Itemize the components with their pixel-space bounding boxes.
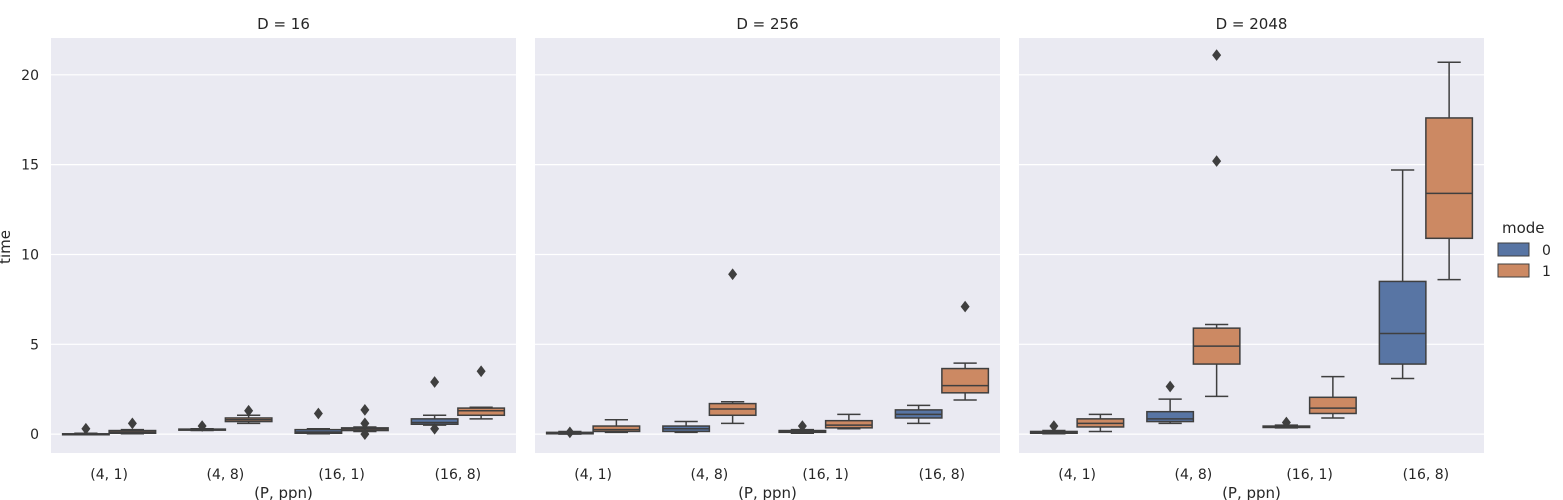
box-mode-1 xyxy=(457,365,506,420)
outlier-point xyxy=(430,376,440,388)
box-body xyxy=(592,425,641,433)
legend-label-mode-0: 0 xyxy=(1542,243,1551,259)
box-body xyxy=(1308,396,1357,415)
outlier-point xyxy=(430,422,440,435)
x-tick-label: (4, 1) xyxy=(90,467,128,483)
x-tick-label: (4, 8) xyxy=(1175,467,1213,483)
outlier-point xyxy=(960,300,970,313)
x-tick-label: (4, 1) xyxy=(574,467,612,483)
legend: mode 0 1 xyxy=(1497,219,1551,280)
y-tick-label: 15 xyxy=(21,158,39,174)
box-mode-1 xyxy=(224,404,273,425)
outlier-point xyxy=(244,404,254,417)
box-mode-0 xyxy=(545,426,594,439)
x-tick-label: (4, 8) xyxy=(691,467,729,483)
legend-swatch-mode-1 xyxy=(1497,263,1530,278)
box-mode-0 xyxy=(1378,169,1427,380)
x-tick-label: (16, 8) xyxy=(435,467,482,483)
y-tick-label: 0 xyxy=(30,427,39,443)
outlier-point xyxy=(1212,49,1222,61)
outlier-point xyxy=(1281,416,1291,429)
x-tick-label: (4, 1) xyxy=(1058,467,1096,483)
plot-background xyxy=(535,38,1000,453)
box-mode-0 xyxy=(1029,420,1078,435)
box-mode-0 xyxy=(778,420,827,434)
x-tick-label: (16, 1) xyxy=(802,467,849,483)
outlier-point xyxy=(797,420,807,432)
outlier-point xyxy=(1212,155,1222,167)
outlier-point xyxy=(728,268,738,281)
box-body xyxy=(1378,280,1427,365)
facet-panel: D = 2048 (4, 1) (4, 8) (16, 1) (16, 8) (P, pp… xyxy=(1019,15,1484,500)
outlier-point xyxy=(360,428,370,440)
y-tick-label: 20 xyxy=(21,68,39,84)
box-body xyxy=(457,407,506,417)
panel-title: D = 16 xyxy=(257,15,310,33)
box-mode-1 xyxy=(1308,375,1357,419)
box-mode-1 xyxy=(340,404,389,440)
outlier-point xyxy=(1049,420,1059,432)
x-tick-label: (16, 1) xyxy=(1286,467,1333,483)
outlier-point xyxy=(565,426,575,439)
facet-panel: D = 256 (4, 1) (4, 8) (16, 1) (16, 8) (P, ppn… xyxy=(535,15,1000,500)
box-mode-1 xyxy=(941,300,990,401)
box-mode-0 xyxy=(294,407,343,435)
x-tick-label: (4, 8) xyxy=(207,467,245,483)
panel-title: D = 2048 xyxy=(1216,15,1288,33)
y-tick-label: 5 xyxy=(30,337,39,353)
outlier-point xyxy=(313,407,323,420)
panel-title: D = 256 xyxy=(736,15,798,33)
box-body xyxy=(1146,410,1195,423)
facet-panels: 0 5 10 15 20 D = 16 (4, 1) (4, 8) (16, 1) (16, 8)… xyxy=(21,15,1484,500)
box-mode-0 xyxy=(178,420,227,432)
box-mode-1 xyxy=(592,419,641,434)
box-mode-1 xyxy=(1192,49,1241,398)
box-body xyxy=(1425,117,1474,240)
outlier-point xyxy=(360,404,370,416)
plot-background xyxy=(1019,38,1484,453)
box-mode-1 xyxy=(1076,413,1125,433)
x-tick-label: (16, 8) xyxy=(919,467,966,483)
box-mode-0 xyxy=(1146,380,1195,425)
outlier-point xyxy=(1165,380,1175,393)
outlier-point xyxy=(360,417,370,430)
box-mode-0 xyxy=(894,404,943,425)
outlier-point xyxy=(127,417,137,430)
box-mode-1 xyxy=(824,413,873,430)
plot-background xyxy=(51,38,516,453)
box-mode-1 xyxy=(1425,61,1474,281)
box-body xyxy=(941,367,990,394)
box-mode-1 xyxy=(108,417,157,435)
box-mode-0 xyxy=(410,376,459,435)
y-tick-label: 10 xyxy=(21,247,39,263)
legend-swatch-mode-0 xyxy=(1497,242,1530,257)
x-tick-label: (16, 1) xyxy=(318,467,365,483)
box-mode-0 xyxy=(61,422,110,436)
x-axis-label: (P, ppn) xyxy=(738,484,797,500)
box-mode-0 xyxy=(1262,416,1311,429)
legend-label-mode-1: 1 xyxy=(1542,264,1551,280)
x-axis-label: (P, ppn) xyxy=(1222,484,1281,500)
facet-panel: 0 5 10 15 20 D = 16 (4, 1) (4, 8) (16, 1) (16, 8)… xyxy=(21,15,516,500)
outlier-point xyxy=(81,422,91,435)
outlier-point xyxy=(476,365,486,378)
box-mode-1 xyxy=(708,268,757,425)
legend-title: mode xyxy=(1502,219,1545,237)
outlier-point xyxy=(197,420,207,432)
box-body xyxy=(824,419,873,429)
x-axis-label: (P, ppn) xyxy=(254,484,313,500)
box-mode-0 xyxy=(662,420,711,434)
y-axis-label: time xyxy=(0,230,14,264)
x-tick-label: (16, 8) xyxy=(1403,467,1450,483)
